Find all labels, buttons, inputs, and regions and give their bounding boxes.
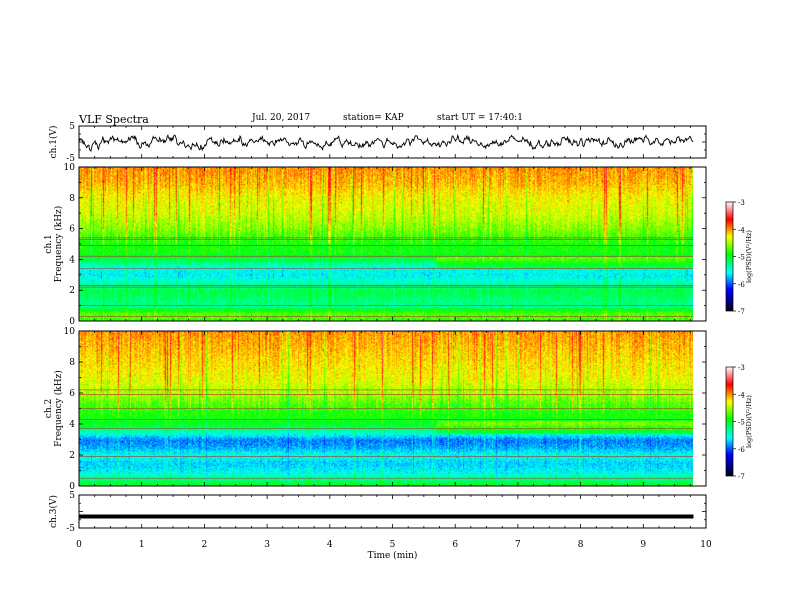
x-tick-label: 10 (700, 540, 712, 550)
colorbar-1-tick-label: -5 (738, 254, 745, 262)
panel-2-ytick-label: 2 (69, 451, 75, 461)
x-axis-label: Time (min) (368, 550, 418, 561)
colorbar-2-tick-label: -5 (738, 419, 745, 427)
panel-0-ytick-label: -5 (66, 154, 75, 164)
panel-1-ytick-label: 6 (69, 225, 75, 235)
panel-1-ytick-label: 0 (69, 317, 75, 327)
spectrogram-2-blank (693, 331, 706, 486)
panel-2-ytick-label: 0 (69, 482, 75, 492)
panel-2-ytick-label: 8 (69, 358, 75, 368)
colorbar-1-label: log(PSD)(V²/Hz) (745, 230, 753, 283)
figure-date: Jul. 20, 2017 (252, 113, 311, 123)
panel-2-ytick-label: 6 (69, 389, 75, 399)
x-tick-label: 7 (515, 540, 521, 550)
colorbar-1-tick-label: -3 (738, 199, 745, 207)
panel-2-ytick-label: 10 (64, 327, 76, 337)
panel-3-frame (78, 494, 707, 529)
figure-station: station= KAP (343, 113, 404, 123)
panel-1-ytick-label: 10 (64, 163, 76, 173)
x-tick-label: 8 (578, 540, 584, 550)
panel-1-ytick-label: 4 (69, 255, 75, 265)
x-tick-label: 9 (640, 540, 646, 550)
panel-3-ylabel: ch.3(V) (48, 495, 59, 528)
panel-3-ytick-label: -5 (66, 524, 75, 534)
colorbar-1-tick-label: -6 (738, 281, 745, 289)
spectrogram-1-image (79, 167, 693, 321)
x-tick-label: 2 (202, 540, 208, 550)
colorbar-1-tick-label: -7 (738, 308, 745, 316)
panel-1-ylabel: ch.1 (44, 234, 54, 253)
panel-1-ylabel: Frequency (kHz) (53, 206, 64, 283)
x-tick-label: 5 (390, 540, 396, 550)
panel-1-ytick-label: 8 (69, 194, 75, 204)
colorbar-1 (725, 201, 734, 312)
panel-0-ylabel: ch.1(V) (48, 126, 59, 159)
figure-title: VLF Spectra (79, 113, 149, 126)
x-tick-label: 6 (452, 540, 458, 550)
panel-1-ytick-label: 2 (69, 286, 75, 296)
ch1-waveform-trace (78, 133, 694, 152)
colorbar-2-tick-label: -7 (738, 473, 745, 481)
colorbar-2-tick-label: -6 (738, 446, 745, 454)
panel-2-ylabel: ch.2 (44, 399, 54, 418)
colorbar-2-tick-label: -3 (738, 364, 745, 372)
panel-0-ytick-label: 5 (69, 122, 75, 132)
x-tick-label: 4 (327, 540, 333, 550)
panel-2-ylabel: Frequency (kHz) (53, 370, 64, 447)
figure-start-time: start UT = 17:40:1 (437, 113, 523, 123)
x-tick-label: 3 (264, 540, 270, 550)
colorbar-2-label: log(PSD)(V²/Hz) (745, 395, 753, 448)
x-tick-label: 0 (76, 540, 82, 550)
colorbar-2-tick-label: -4 (738, 391, 745, 399)
spectrogram-1-blank (693, 167, 706, 321)
colorbar-2 (725, 366, 734, 477)
panel-3-ytick-label: 5 (69, 491, 75, 501)
panel-2-ytick-label: 4 (69, 420, 75, 430)
x-tick-label: 1 (139, 540, 145, 550)
colorbar-1-tick-label: -4 (738, 226, 745, 234)
